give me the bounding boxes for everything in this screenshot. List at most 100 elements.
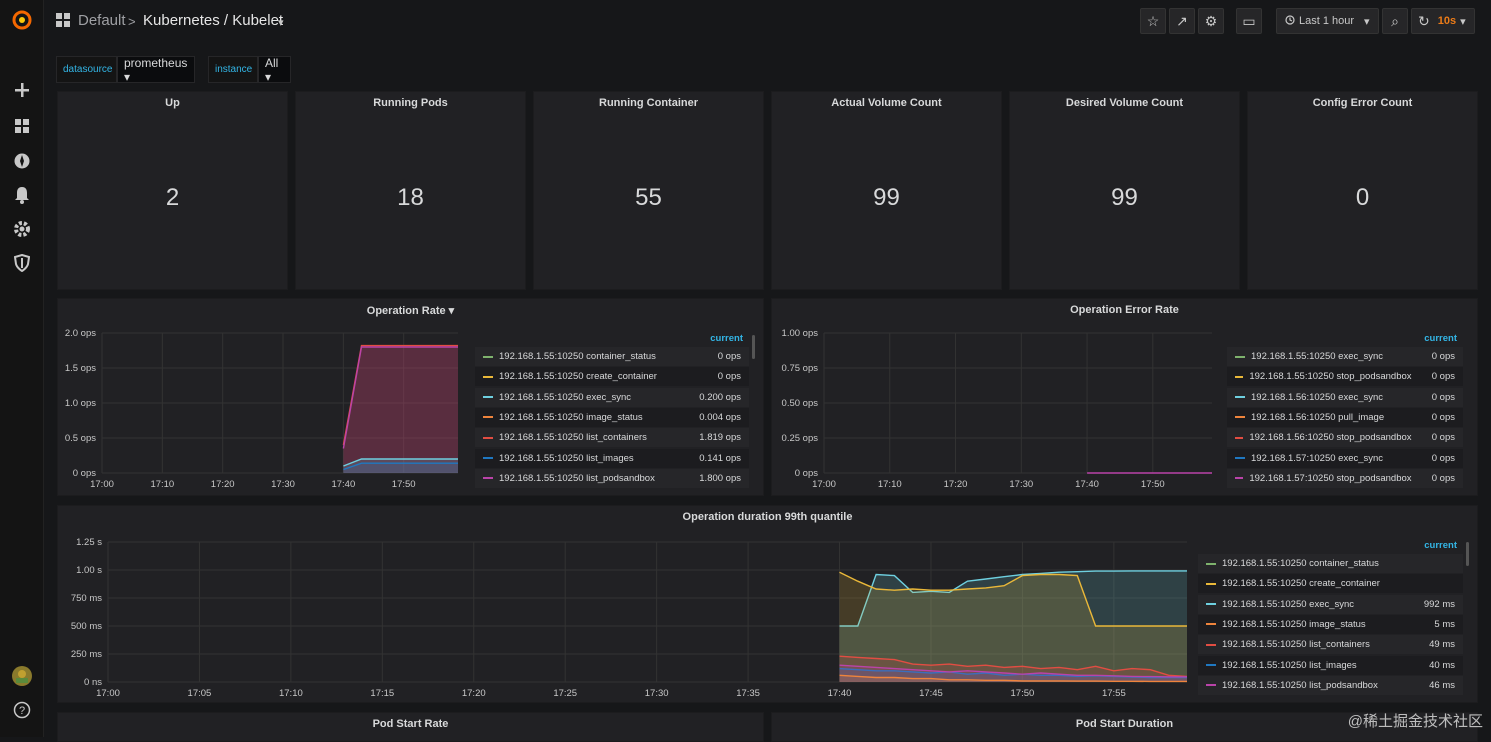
legend-swatch — [1206, 664, 1216, 666]
settings-button[interactable]: ⚙ — [1198, 8, 1224, 34]
panel-title[interactable]: Operation duration 99th quantile — [682, 511, 853, 523]
stat-panel-up[interactable]: Up 2 — [57, 91, 288, 290]
legend-item[interactable]: 192.168.1.56:10250 stop_podsandbox 0 ops — [1227, 428, 1463, 448]
legend-item[interactable]: 192.168.1.56:10250 pull_image 0 ops — [1227, 407, 1463, 427]
y-tick-label: 1.25 s — [76, 537, 102, 548]
bell-icon[interactable] — [10, 183, 34, 207]
legend-item-value: 0 ops — [1431, 472, 1455, 484]
panel-pod-start-rate[interactable]: Pod Start Rate — [57, 712, 764, 742]
legend-item[interactable]: 192.168.1.55:10250 list_images 0.141 ops — [475, 448, 749, 468]
legend-item-value: 46 ms — [1429, 679, 1455, 691]
dashboards-icon[interactable] — [10, 114, 34, 138]
panel-operation-rate[interactable]: Operation Rate ▾ 2.0 ops 1.5 ops 1.0 ops 0.… — [57, 298, 764, 496]
legend-item[interactable]: 192.168.1.55:10250 exec_sync 0.200 ops — [475, 387, 749, 407]
x-tick-label: 17:10 — [150, 479, 174, 490]
panel-title: Desired Volume Count — [1065, 97, 1184, 109]
refresh-picker[interactable]: ↻ 10s ▾ — [1411, 8, 1475, 34]
legend-item[interactable]: 192.168.1.56:10250 exec_sync 0 ops — [1227, 387, 1463, 407]
x-tick-label: 17:10 — [279, 688, 303, 699]
stat-value: 0 — [1355, 184, 1370, 211]
legend-item-value: 0 ops — [717, 351, 741, 362]
legend-item[interactable]: 192.168.1.57:10250 exec_sync 0 ops — [1227, 448, 1463, 468]
legend-item-value: 1.819 ops — [699, 432, 741, 444]
help-icon[interactable]: ? — [10, 698, 34, 722]
zoom-out-button[interactable]: ⌕ — [1382, 8, 1408, 34]
legend-item-name: 192.168.1.57:10250 stop_podsandbox — [1249, 472, 1412, 484]
legend-item[interactable]: 192.168.1.57:10250 stop_podsandbox 0 ops — [1227, 468, 1463, 488]
stat-value: 2 — [165, 184, 180, 211]
zoom-icon: ⌕ — [1391, 12, 1399, 29]
page-title[interactable]: Kubernetes / Kubelet — [143, 12, 284, 29]
legend-swatch — [1206, 603, 1216, 606]
grafana-logo-icon[interactable] — [10, 8, 34, 32]
legend-item[interactable]: 192.168.1.55:10250 list_containers 49 ms — [1198, 635, 1463, 655]
legend-item[interactable]: 192.168.1.55:10250 exec_sync 992 ms — [1198, 594, 1463, 614]
legend-item[interactable]: 192.168.1.55:10250 exec_sync 0 ops — [1227, 347, 1463, 366]
stat-panel-running-container[interactable]: Running Container 55 — [533, 91, 764, 290]
stat-panel-actual-volume-count[interactable]: Actual Volume Count 99 — [771, 91, 1002, 290]
x-tick-label: 17:00 — [90, 479, 114, 490]
legend-header-current[interactable]: current — [710, 333, 743, 344]
legend-item-name: 192.168.1.55:10250 exec_sync — [1251, 351, 1384, 362]
star-button[interactable]: ☆ — [1140, 8, 1166, 34]
stat-panel-config-error-count[interactable]: Config Error Count 0 — [1247, 91, 1478, 290]
plus-icon[interactable] — [10, 78, 34, 102]
variable-select-datasource[interactable]: prometheus ▾ — [117, 56, 195, 84]
legend-item[interactable]: 192.168.1.55:10250 create_container — [1198, 574, 1463, 594]
legend-item-value: 0 ops — [1431, 371, 1455, 383]
dashboard-grid-icon[interactable] — [56, 13, 70, 32]
y-tick-label: 0.75 ops — [782, 363, 819, 374]
breadcrumb-folder[interactable]: Default — [78, 12, 126, 29]
legend-scrollbar[interactable] — [1466, 542, 1469, 566]
legend-item-name: 192.168.1.55:10250 list_podsandbox — [499, 472, 655, 484]
stat-panel-desired-volume-count[interactable]: Desired Volume Count 99 — [1009, 91, 1240, 290]
legend-header-current[interactable]: current — [1424, 333, 1457, 344]
legend-header-current[interactable]: current — [1424, 540, 1457, 551]
legend-item[interactable]: 192.168.1.55:10250 list_images 40 ms — [1198, 655, 1463, 675]
legend-item-name: 192.168.1.55:10250 list_images — [499, 452, 634, 464]
x-tick-label: 17:30 — [1009, 479, 1033, 490]
variable-select-instance[interactable]: All ▾ — [258, 56, 291, 84]
legend-item[interactable]: 192.168.1.55:10250 image_status 0.004 ops — [475, 407, 749, 427]
legend-item[interactable]: 192.168.1.55:10250 image_status 5 ms — [1198, 614, 1463, 634]
legend-item[interactable]: 192.168.1.55:10250 container_status 0 ops — [475, 347, 749, 366]
legend-item[interactable]: 192.168.1.55:10250 stop_podsandbox 0 ops — [1227, 367, 1463, 387]
panel-title: Actual Volume Count — [831, 97, 942, 109]
tv-mode-button[interactable]: ▭ — [1236, 8, 1262, 34]
legend-swatch — [1206, 562, 1216, 565]
panel-title[interactable]: Operation Error Rate — [1070, 304, 1179, 316]
star-icon: ☆ — [1146, 12, 1160, 29]
panel-title[interactable]: Pod Start Duration — [1075, 718, 1174, 730]
refresh-interval: 10s — [1437, 15, 1457, 27]
y-tick-label: 0 ops — [73, 468, 96, 479]
explore-icon[interactable] — [10, 149, 34, 173]
panel-operation-error-rate[interactable]: Operation Error Rate 1.00 ops 0.75 ops 0.5… — [771, 298, 1478, 496]
time-range-picker[interactable]: Last 1 hour ▾ — [1276, 8, 1379, 34]
legend-item[interactable]: 192.168.1.55:10250 list_podsandbox 1.800 … — [475, 468, 749, 488]
legend-item-value: 0 ops — [1431, 411, 1455, 423]
y-tick-label: 0 ops — [795, 468, 818, 479]
gear-icon[interactable] — [10, 217, 34, 241]
stat-panel-running-pods[interactable]: Running Pods 18 — [295, 91, 526, 290]
shield-icon[interactable] — [10, 251, 34, 275]
legend-swatch — [1235, 416, 1245, 419]
legend-item[interactable]: 192.168.1.55:10250 create_container 0 ops — [475, 367, 749, 387]
x-tick-label: 17:50 — [392, 479, 416, 490]
share-button[interactable]: ↗ — [1169, 8, 1195, 34]
legend-swatch — [483, 477, 493, 480]
title-caret-icon[interactable]: ▾ — [278, 17, 284, 29]
legend-scrollbar[interactable] — [752, 335, 755, 359]
panel-title[interactable]: Operation Rate ▾ — [366, 305, 455, 317]
x-tick-label: 17:50 — [1141, 479, 1165, 490]
legend-item[interactable]: 192.168.1.55:10250 list_containers 1.819 … — [475, 428, 749, 448]
avatar[interactable] — [10, 664, 34, 688]
panel-title[interactable]: Pod Start Rate — [372, 718, 449, 730]
legend-item-name: 192.168.1.55:10250 container_status — [1222, 558, 1379, 569]
legend-item[interactable]: 192.168.1.55:10250 list_podsandbox 46 ms — [1198, 675, 1463, 695]
legend-item[interactable]: 192.168.1.55:10250 container_status — [1198, 554, 1463, 573]
legend-item-value: 40 ms — [1429, 659, 1455, 671]
